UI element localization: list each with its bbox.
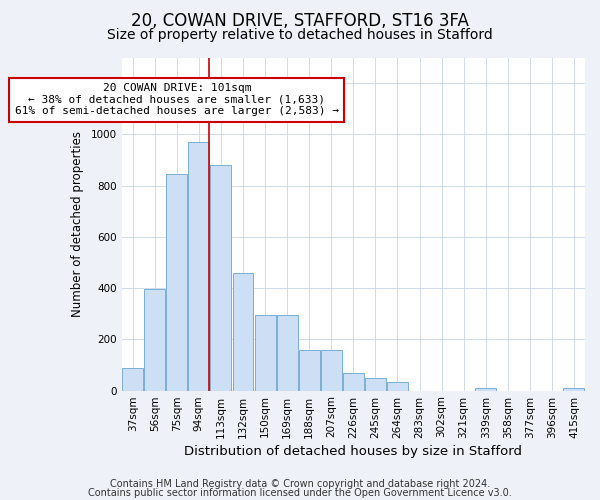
X-axis label: Distribution of detached houses by size in Stafford: Distribution of detached houses by size … [184, 444, 523, 458]
Text: 20 COWAN DRIVE: 101sqm
← 38% of detached houses are smaller (1,633)
61% of semi-: 20 COWAN DRIVE: 101sqm ← 38% of detached… [15, 83, 339, 116]
Bar [343, 372, 364, 390]
Bar [299, 350, 320, 391]
Bar [365, 378, 386, 390]
Bar [122, 368, 143, 390]
Bar [563, 388, 584, 390]
Bar [475, 388, 496, 390]
Bar [166, 174, 187, 390]
Y-axis label: Number of detached properties: Number of detached properties [71, 131, 83, 317]
Bar [387, 382, 408, 390]
Text: 20, COWAN DRIVE, STAFFORD, ST16 3FA: 20, COWAN DRIVE, STAFFORD, ST16 3FA [131, 12, 469, 30]
Text: Contains public sector information licensed under the Open Government Licence v3: Contains public sector information licen… [88, 488, 512, 498]
Bar [277, 315, 298, 390]
Bar [211, 165, 232, 390]
Bar [188, 142, 209, 390]
Bar [321, 350, 342, 391]
Bar [233, 272, 253, 390]
Text: Size of property relative to detached houses in Stafford: Size of property relative to detached ho… [107, 28, 493, 42]
Bar [144, 290, 165, 390]
Text: Contains HM Land Registry data © Crown copyright and database right 2024.: Contains HM Land Registry data © Crown c… [110, 479, 490, 489]
Bar [254, 315, 275, 390]
